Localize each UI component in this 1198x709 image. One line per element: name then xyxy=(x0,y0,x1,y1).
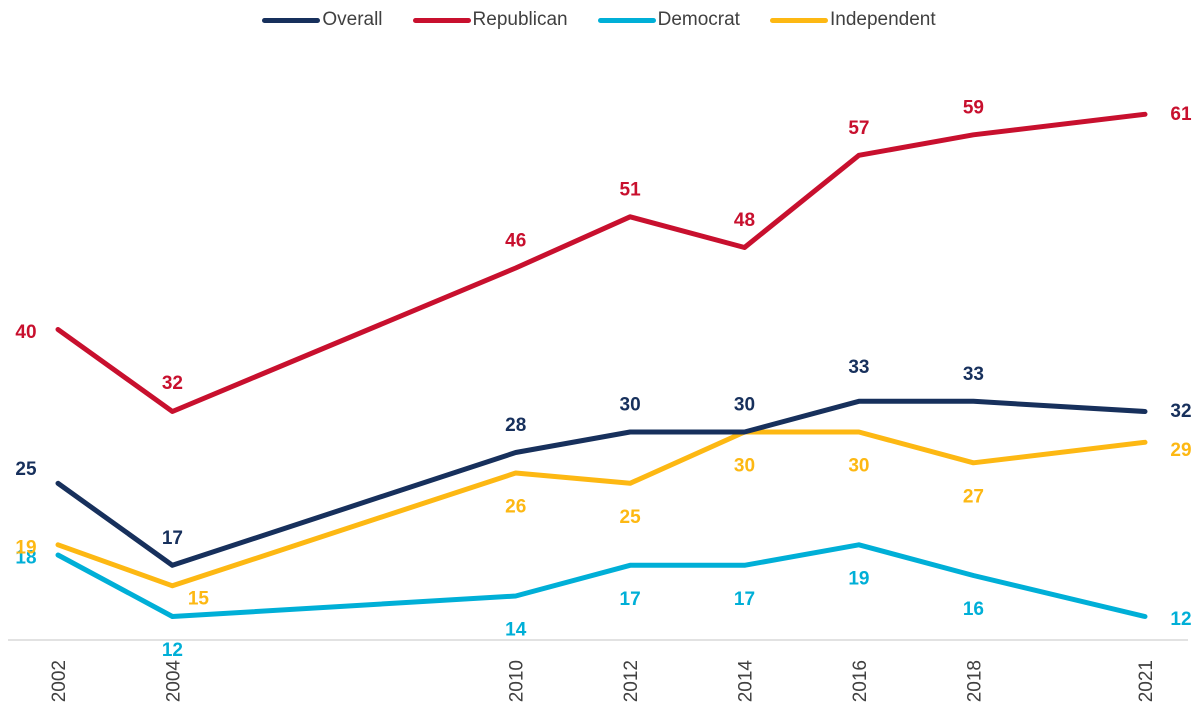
series-line-independent xyxy=(55,429,1148,589)
x-tick-label-2016: 2016 xyxy=(850,660,871,702)
data-label-overall-2002: 25 xyxy=(15,459,37,480)
legend-label-overall: Overall xyxy=(322,9,383,30)
x-tick-label-2010: 2010 xyxy=(507,660,528,702)
data-label-democrat-2021: 12 xyxy=(1170,609,1191,630)
data-label-overall-2021: 32 xyxy=(1170,401,1191,422)
data-label-overall-2004: 17 xyxy=(162,528,183,549)
data-label-republican-2010: 46 xyxy=(505,231,526,252)
legend-item-republican: Republican xyxy=(412,9,568,31)
data-label-democrat-2016: 19 xyxy=(848,568,869,589)
data-label-democrat-2018: 16 xyxy=(963,599,984,620)
legend-swatch-overall xyxy=(262,17,321,23)
data-label-democrat-2012: 17 xyxy=(620,589,641,610)
data-label-republican-2004: 32 xyxy=(162,373,183,394)
x-tick-label-2002: 2002 xyxy=(49,660,70,702)
data-label-overall-2012: 30 xyxy=(620,395,641,416)
data-label-republican-2014: 48 xyxy=(734,210,755,231)
chart-legend: Overall Republican Democrat Independent xyxy=(0,9,1198,31)
series-line-overall xyxy=(55,398,1148,568)
legend-swatch-democrat xyxy=(597,17,656,23)
data-label-independent-2002: 19 xyxy=(15,537,36,558)
legend-swatch-republican xyxy=(412,17,471,23)
data-label-overall-2018: 33 xyxy=(963,364,984,385)
data-label-overall-2010: 28 xyxy=(505,415,526,436)
series-layer xyxy=(55,111,1148,619)
data-label-independent-2021: 29 xyxy=(1170,440,1191,461)
legend-item-democrat: Democrat xyxy=(597,9,740,31)
data-label-democrat-2014: 17 xyxy=(734,589,755,610)
data-label-democrat-2002: 18 xyxy=(15,548,36,569)
data-label-independent-2016: 30 xyxy=(848,456,869,477)
series-line-republican xyxy=(55,111,1148,414)
data-label-independent-2010: 26 xyxy=(505,497,526,518)
legend-label-independent: Independent xyxy=(829,9,936,30)
series-line-democrat xyxy=(55,542,1148,619)
x-tick-label-2004: 2004 xyxy=(163,660,184,703)
data-label-independent-2014: 30 xyxy=(734,456,755,477)
data-label-independent-2004: 15 xyxy=(188,588,210,609)
x-tick-label-2018: 2018 xyxy=(964,660,985,702)
x-tick-label-2014: 2014 xyxy=(736,660,757,703)
data-label-republican-2016: 57 xyxy=(848,118,869,139)
data-label-overall-2014: 30 xyxy=(734,395,755,416)
legend-item-independent: Independent xyxy=(769,9,936,31)
x-tick-layer: 2002 2004 2010 2012 2014 2016 2018 2021 xyxy=(49,660,1157,703)
data-label-republican-2021: 61 xyxy=(1170,104,1192,125)
data-label-independent-2018: 27 xyxy=(963,486,984,507)
legend-swatch-independent xyxy=(769,17,828,23)
data-label-overall-2016: 33 xyxy=(848,357,869,378)
x-tick-label-2021: 2021 xyxy=(1136,660,1157,702)
data-label-republican-2012: 51 xyxy=(620,179,642,200)
data-label-layer: 18 12 14 17 17 19 16 12 19 15 26 25 30 30 27 29 25 17 28 30… xyxy=(15,97,1192,661)
data-label-republican-2018: 59 xyxy=(963,97,984,118)
data-label-democrat-2010: 14 xyxy=(505,620,527,641)
data-label-republican-2002: 40 xyxy=(15,322,36,343)
x-tick-label-2012: 2012 xyxy=(621,660,642,702)
data-label-independent-2012: 25 xyxy=(620,507,642,528)
legend-label-democrat: Democrat xyxy=(657,9,740,30)
legend-item-overall: Overall xyxy=(262,9,383,31)
legend-label-republican: Republican xyxy=(472,9,568,30)
data-label-democrat-2004: 12 xyxy=(162,640,183,661)
